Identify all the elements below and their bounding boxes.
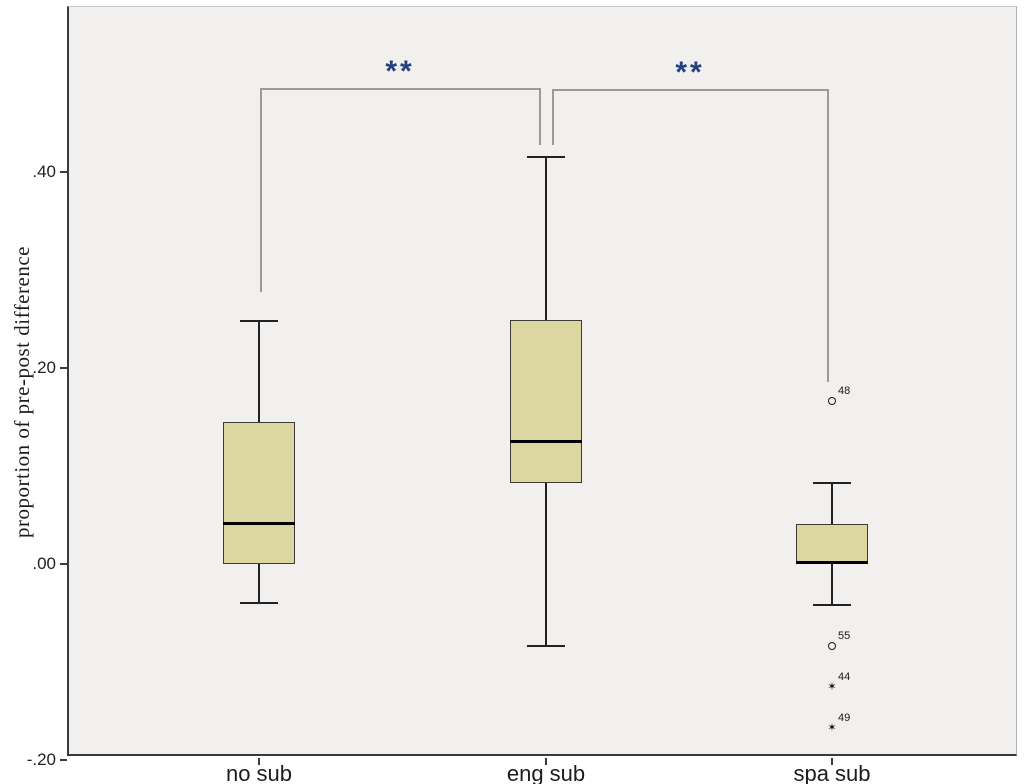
outlier-label: 48 xyxy=(838,385,851,397)
whisker-line xyxy=(831,483,833,524)
x-tick-label: eng sub xyxy=(506,761,586,784)
y-tick-label: .20 xyxy=(32,358,56,377)
box-rect xyxy=(510,320,582,483)
outlier-label: 55 xyxy=(838,630,851,642)
median-line xyxy=(223,522,295,525)
y-tick-label: .00 xyxy=(32,554,56,573)
significance-bracket-bar xyxy=(552,89,828,91)
significance-bracket-drop xyxy=(552,89,554,145)
y-tick-mark xyxy=(60,171,67,173)
median-line xyxy=(796,561,868,564)
whisker-cap xyxy=(527,645,565,647)
median-line xyxy=(510,440,582,443)
y-tick-mark xyxy=(60,367,67,369)
box-rect xyxy=(223,422,295,564)
y-tick-label: .40 xyxy=(32,162,56,181)
x-tick-label: no sub xyxy=(225,761,293,784)
whisker-cap xyxy=(240,320,278,322)
whisker-cap xyxy=(240,602,278,604)
y-tick-mark xyxy=(60,759,67,761)
x-tick-mark xyxy=(545,758,547,765)
significance-bracket-bar xyxy=(260,88,540,90)
outlier-marker-circle xyxy=(828,397,836,405)
outlier-marker-star: ✶ xyxy=(827,680,837,693)
y-tick-mark xyxy=(60,563,67,565)
outlier-label: 44 xyxy=(838,671,851,683)
significance-bracket-drop xyxy=(827,89,829,382)
x-tick-mark xyxy=(831,758,833,765)
whisker-cap xyxy=(813,482,851,484)
whisker-cap xyxy=(813,604,851,606)
box-rect xyxy=(796,524,868,564)
whisker-cap xyxy=(527,156,565,158)
x-tick-label: spa sub xyxy=(793,761,871,784)
whisker-line xyxy=(545,483,547,646)
outlier-marker-circle xyxy=(828,642,836,650)
whisker-line xyxy=(258,564,260,603)
outlier-label: 49 xyxy=(838,712,851,724)
whisker-line xyxy=(545,157,547,320)
significance-label: ** xyxy=(385,55,415,88)
significance-label: ** xyxy=(675,56,705,89)
significance-bracket-drop xyxy=(539,88,541,145)
outlier-marker-star: ✶ xyxy=(827,721,837,734)
y-tick-label: -.20 xyxy=(26,750,56,769)
significance-bracket-drop xyxy=(260,88,262,292)
whisker-line xyxy=(258,321,260,422)
whisker-line xyxy=(831,564,833,605)
x-tick-mark xyxy=(258,758,260,765)
